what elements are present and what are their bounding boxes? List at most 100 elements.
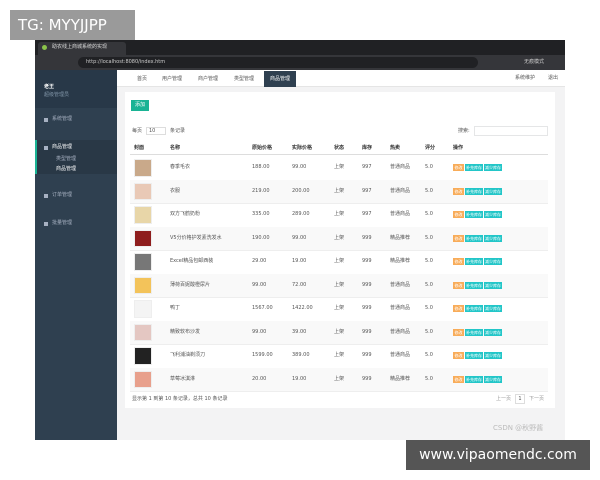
action-button[interactable]: 减少库存 bbox=[484, 375, 502, 383]
cell: 精品推荐 bbox=[390, 258, 411, 265]
row-line bbox=[130, 391, 548, 392]
action-button[interactable]: 修改 bbox=[453, 352, 464, 360]
column-header[interactable]: 操作 bbox=[453, 145, 464, 151]
action-button[interactable]: 补充库存 bbox=[465, 258, 483, 266]
action-button[interactable]: 修改 bbox=[453, 211, 464, 219]
cover-image bbox=[134, 182, 152, 200]
column-header[interactable]: 封面 bbox=[134, 145, 145, 151]
row-line bbox=[130, 344, 548, 345]
cell: 衣服 bbox=[170, 187, 181, 194]
per-page-prefix: 每页 bbox=[132, 128, 143, 134]
favicon bbox=[42, 45, 47, 50]
page-tab[interactable]: 商品管理 bbox=[264, 71, 296, 87]
cell: 20.00 bbox=[252, 375, 267, 382]
action-button[interactable]: 修改 bbox=[453, 164, 464, 172]
page-tab[interactable]: 类型管理 bbox=[233, 76, 254, 82]
action-button[interactable]: 减少库存 bbox=[484, 164, 502, 172]
menu-item[interactable]: 批量管理 bbox=[52, 220, 73, 226]
action-button[interactable]: 补充库存 bbox=[465, 375, 483, 383]
action-button[interactable]: 补充库存 bbox=[465, 281, 483, 289]
submenu-item[interactable]: 商品管理 bbox=[56, 166, 77, 172]
current-page[interactable]: 1 bbox=[515, 394, 525, 404]
sidebar bbox=[35, 70, 117, 440]
action-button[interactable]: 修改 bbox=[453, 305, 464, 313]
cell: 997 bbox=[362, 211, 372, 218]
action-button[interactable]: 减少库存 bbox=[484, 258, 502, 266]
prev-page[interactable]: 上一页 bbox=[496, 396, 512, 402]
action-button[interactable]: 补充库存 bbox=[465, 187, 483, 195]
search-input[interactable] bbox=[474, 126, 548, 136]
site-label: www.vipaomendc.com bbox=[406, 440, 590, 470]
page-tab[interactable]: 商户管理 bbox=[197, 76, 218, 82]
cell: 上架 bbox=[334, 328, 345, 335]
action-button[interactable]: 减少库存 bbox=[484, 328, 502, 336]
action-button[interactable]: 补充库存 bbox=[465, 164, 483, 172]
column-header[interactable]: 名称 bbox=[170, 145, 181, 151]
cell: 精品推荐 bbox=[390, 234, 411, 241]
action-button[interactable]: 修改 bbox=[453, 187, 464, 195]
action-button[interactable]: 补充库存 bbox=[465, 211, 483, 219]
cell: 19.00 bbox=[292, 258, 307, 265]
menu-icon bbox=[44, 146, 48, 150]
action-button[interactable]: 减少库存 bbox=[484, 305, 502, 313]
action-button[interactable]: 补充库存 bbox=[465, 328, 483, 336]
action-button[interactable]: 减少库存 bbox=[484, 187, 502, 195]
cell: 双方飞鹤奶粉 bbox=[170, 211, 201, 218]
cell: 5.0 bbox=[425, 375, 433, 382]
cell: V5分价格护发素洗发水 bbox=[170, 234, 222, 241]
row-line bbox=[130, 203, 548, 204]
cell: 上架 bbox=[334, 305, 345, 312]
top-link[interactable]: 退出 bbox=[548, 75, 559, 81]
column-header[interactable]: 库存 bbox=[362, 145, 373, 151]
cover-image bbox=[134, 276, 152, 294]
cell: 飞利浦油剃须刀 bbox=[170, 352, 206, 359]
user-name: 老王 bbox=[44, 84, 55, 90]
action-button[interactable]: 减少库存 bbox=[484, 211, 502, 219]
url-box[interactable] bbox=[78, 57, 478, 68]
action-button[interactable]: 补充库存 bbox=[465, 305, 483, 313]
menu-icon bbox=[44, 222, 48, 226]
top-link[interactable]: 系统维护 bbox=[515, 75, 536, 81]
next-page[interactable]: 下一页 bbox=[529, 396, 545, 402]
action-button[interactable]: 补充库存 bbox=[465, 352, 483, 360]
url: http://localhost:8080/index.htm bbox=[86, 59, 166, 65]
action-button[interactable]: 减少库存 bbox=[484, 281, 502, 289]
row-bg bbox=[130, 226, 548, 250]
per-page-select[interactable]: 10 bbox=[146, 127, 166, 135]
cell: 289.00 bbox=[292, 211, 310, 218]
action-button[interactable]: 修改 bbox=[453, 258, 464, 266]
action-button[interactable]: 补充库存 bbox=[465, 234, 483, 242]
column-header[interactable]: 状态 bbox=[334, 145, 345, 151]
menu-icon bbox=[44, 194, 48, 198]
column-header[interactable]: 评分 bbox=[425, 145, 436, 151]
action-button[interactable]: 修改 bbox=[453, 281, 464, 289]
page-tab[interactable]: 用户管理 bbox=[161, 76, 182, 82]
cover-image bbox=[134, 206, 152, 224]
submenu-item[interactable]: 类型管理 bbox=[56, 156, 77, 162]
column-header[interactable]: 原始价格 bbox=[252, 145, 273, 151]
column-header[interactable]: 热卖 bbox=[390, 145, 401, 151]
row-line bbox=[130, 250, 548, 251]
action-button[interactable]: 修改 bbox=[453, 328, 464, 336]
menu-item[interactable]: 商品管理 bbox=[52, 144, 73, 150]
cell: 335.00 bbox=[252, 211, 270, 218]
cell: 999 bbox=[362, 352, 372, 359]
page-tab[interactable]: 首页 bbox=[136, 76, 147, 82]
action-button[interactable]: 减少库存 bbox=[484, 234, 502, 242]
menu-item[interactable]: 系统管理 bbox=[52, 116, 73, 122]
add-button[interactable]: 添加 bbox=[131, 100, 149, 111]
cell: 5.0 bbox=[425, 258, 433, 265]
action-button[interactable]: 减少库存 bbox=[484, 352, 502, 360]
cell: 5.0 bbox=[425, 281, 433, 288]
row-bg bbox=[130, 179, 548, 203]
row-bg bbox=[130, 273, 548, 297]
cover-image bbox=[134, 323, 152, 341]
menu-item[interactable]: 订单管理 bbox=[52, 192, 73, 198]
user-role: 超级管理员 bbox=[44, 92, 70, 98]
cell: 普通商品 bbox=[390, 211, 411, 218]
browser-tab[interactable] bbox=[38, 42, 126, 55]
action-button[interactable]: 修改 bbox=[453, 375, 464, 383]
action-button[interactable]: 修改 bbox=[453, 234, 464, 242]
column-header[interactable]: 实际价格 bbox=[292, 145, 313, 151]
